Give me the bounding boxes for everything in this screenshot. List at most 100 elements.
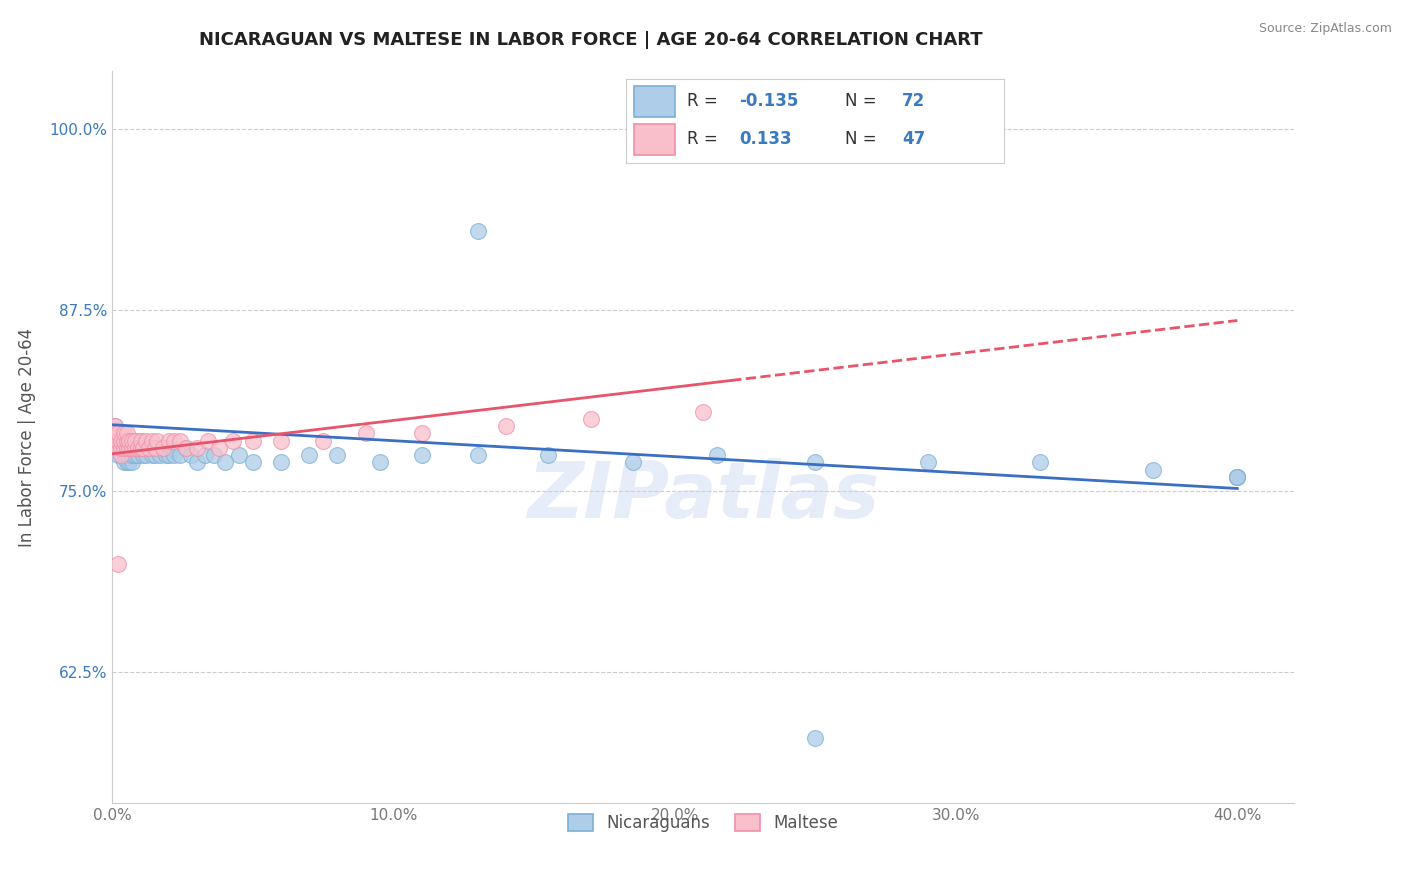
Point [143,441,166,455]
Point [169,448,191,462]
Point [110,441,132,455]
Point [1226,470,1249,484]
Point [115,434,138,448]
Point [160,441,183,455]
Point [110,434,132,448]
Point [152,441,174,455]
Point [127,441,149,455]
Point [112,448,135,462]
Point [112,434,135,448]
Point [121,455,143,469]
Point [107,441,129,455]
Point [115,448,138,462]
Text: Source: ZipAtlas.com: Source: ZipAtlas.com [1258,22,1392,36]
Point [138,441,160,455]
Point [112,455,135,469]
Point [132,441,155,455]
Point [270,455,292,469]
Point [141,434,163,448]
Point [495,419,517,434]
Point [143,448,166,462]
Text: ZIPatlas: ZIPatlas [527,458,879,533]
Point [135,448,157,462]
Point [270,434,292,448]
Text: NICARAGUAN VS MALTESE IN LABOR FORCE | AGE 20-64 CORRELATION CHART: NICARAGUAN VS MALTESE IN LABOR FORCE | A… [198,31,983,49]
Point [124,434,146,448]
Point [115,441,138,455]
Point [124,441,146,455]
Y-axis label: In Labor Force | Age 20-64: In Labor Force | Age 20-64 [18,327,35,547]
Point [202,448,225,462]
Point [706,448,728,462]
Point [467,224,489,238]
Point [110,434,132,448]
Point [157,434,180,448]
Point [107,434,129,448]
Point [169,434,191,448]
Point [804,731,827,745]
Point [112,441,135,455]
Point [135,434,157,448]
Point [124,434,146,448]
Point [112,441,135,455]
Point [110,441,132,455]
Point [141,448,163,462]
Point [107,426,129,441]
Point [115,455,138,469]
Point [621,455,644,469]
Point [467,448,489,462]
Point [186,441,208,455]
Point [110,448,132,462]
Point [579,412,602,426]
Point [163,434,186,448]
Point [228,448,250,462]
Point [411,426,433,441]
Point [163,448,186,462]
Point [326,448,349,462]
Point [354,426,377,441]
Point [107,441,129,455]
Point [692,405,714,419]
Point [155,448,177,462]
Point [124,448,146,462]
Point [917,455,939,469]
Point [107,426,129,441]
Point [107,557,129,571]
Point [197,434,219,448]
Point [118,455,141,469]
Point [174,441,197,455]
Point [110,448,132,462]
Point [127,441,149,455]
Point [537,448,560,462]
Point [138,441,160,455]
Point [112,426,135,441]
Point [121,448,143,462]
Point [152,441,174,455]
Point [242,455,264,469]
Point [368,455,391,469]
Point [124,441,146,455]
Point [129,434,152,448]
Point [194,448,217,462]
Point [104,419,127,434]
Point [157,448,180,462]
Point [146,434,169,448]
Point [146,441,169,455]
Point [242,434,264,448]
Point [104,426,127,441]
Point [107,448,129,462]
Point [132,441,155,455]
Point [121,441,143,455]
Point [118,448,141,462]
Point [1226,470,1249,484]
Point [112,434,135,448]
Point [118,441,141,455]
Point [804,455,827,469]
Point [104,419,127,434]
Point [121,441,143,455]
Point [174,441,197,455]
Point [1226,470,1249,484]
Point [222,434,245,448]
Point [115,441,138,455]
Point [129,434,152,448]
